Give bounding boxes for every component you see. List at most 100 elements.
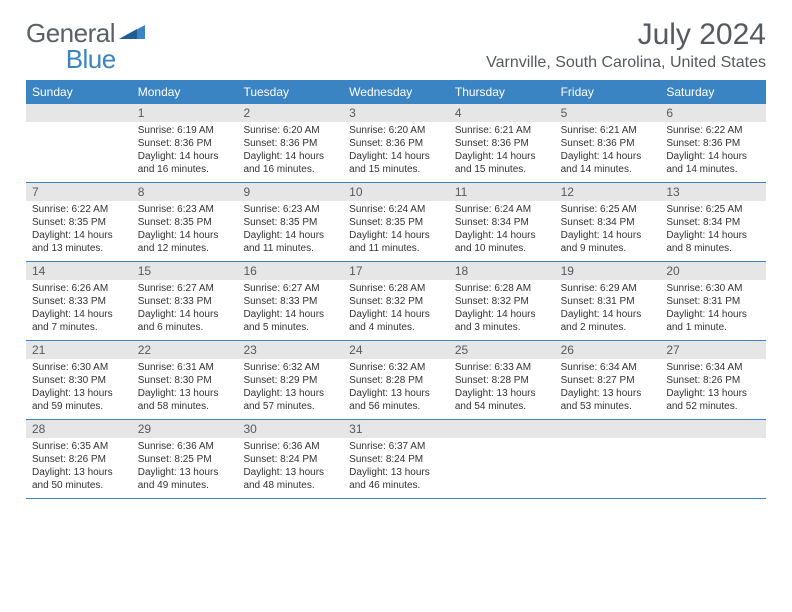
daylight1-text: Daylight: 13 hours: [455, 387, 549, 400]
sunset-text: Sunset: 8:30 PM: [138, 374, 232, 387]
sunrise-text: Sunrise: 6:21 AM: [561, 124, 655, 137]
day-number: 25: [449, 341, 555, 359]
daylight2-text: and 16 minutes.: [243, 163, 337, 176]
sunrise-text: Sunrise: 6:20 AM: [349, 124, 443, 137]
cell-body: Sunrise: 6:20 AMSunset: 8:36 PMDaylight:…: [343, 122, 449, 176]
day-number: 14: [26, 262, 132, 280]
sunrise-text: Sunrise: 6:25 AM: [561, 203, 655, 216]
sunset-text: Sunset: 8:29 PM: [243, 374, 337, 387]
calendar-cell: 2Sunrise: 6:20 AMSunset: 8:36 PMDaylight…: [237, 104, 343, 182]
daylight1-text: Daylight: 13 hours: [561, 387, 655, 400]
day-number: 17: [343, 262, 449, 280]
sunset-text: Sunset: 8:33 PM: [138, 295, 232, 308]
daylight1-text: Daylight: 14 hours: [349, 150, 443, 163]
daylight1-text: Daylight: 13 hours: [138, 387, 232, 400]
sunset-text: Sunset: 8:28 PM: [455, 374, 549, 387]
cell-body: Sunrise: 6:29 AMSunset: 8:31 PMDaylight:…: [555, 280, 661, 334]
cell-body: Sunrise: 6:27 AMSunset: 8:33 PMDaylight:…: [132, 280, 238, 334]
daylight2-text: and 11 minutes.: [349, 242, 443, 255]
day-number: 1: [132, 104, 238, 122]
sunset-text: Sunset: 8:34 PM: [455, 216, 549, 229]
day-number: 7: [26, 183, 132, 201]
calendar-week: 21Sunrise: 6:30 AMSunset: 8:30 PMDayligh…: [26, 341, 766, 420]
cell-body: Sunrise: 6:24 AMSunset: 8:35 PMDaylight:…: [343, 201, 449, 255]
day-header: Sunday: [26, 81, 132, 104]
sunrise-text: Sunrise: 6:22 AM: [32, 203, 126, 216]
day-header: Tuesday: [237, 81, 343, 104]
sunrise-text: Sunrise: 6:32 AM: [243, 361, 337, 374]
weeks-container: 1Sunrise: 6:19 AMSunset: 8:36 PMDaylight…: [26, 104, 766, 499]
daylight2-text: and 8 minutes.: [666, 242, 760, 255]
calendar-cell: [449, 420, 555, 498]
daylight1-text: Daylight: 13 hours: [243, 387, 337, 400]
sunrise-text: Sunrise: 6:33 AM: [455, 361, 549, 374]
calendar-cell: [660, 420, 766, 498]
day-number: 22: [132, 341, 238, 359]
daylight1-text: Daylight: 14 hours: [666, 150, 760, 163]
day-number: 3: [343, 104, 449, 122]
daylight1-text: Daylight: 13 hours: [32, 387, 126, 400]
calendar-cell: 7Sunrise: 6:22 AMSunset: 8:35 PMDaylight…: [26, 183, 132, 261]
daylight2-text: and 5 minutes.: [243, 321, 337, 334]
cell-body: Sunrise: 6:31 AMSunset: 8:30 PMDaylight:…: [132, 359, 238, 413]
sunset-text: Sunset: 8:34 PM: [561, 216, 655, 229]
calendar-cell: 15Sunrise: 6:27 AMSunset: 8:33 PMDayligh…: [132, 262, 238, 340]
cell-body: Sunrise: 6:36 AMSunset: 8:24 PMDaylight:…: [237, 438, 343, 492]
day-number: [26, 104, 132, 122]
cell-body: Sunrise: 6:22 AMSunset: 8:35 PMDaylight:…: [26, 201, 132, 255]
calendar-cell: [26, 104, 132, 182]
day-number: 9: [237, 183, 343, 201]
sunrise-text: Sunrise: 6:30 AM: [32, 361, 126, 374]
calendar-cell: 25Sunrise: 6:33 AMSunset: 8:28 PMDayligh…: [449, 341, 555, 419]
day-number: 30: [237, 420, 343, 438]
day-number: [449, 420, 555, 438]
day-number: [660, 420, 766, 438]
sunrise-text: Sunrise: 6:24 AM: [455, 203, 549, 216]
cell-body: Sunrise: 6:19 AMSunset: 8:36 PMDaylight:…: [132, 122, 238, 176]
sunset-text: Sunset: 8:24 PM: [243, 453, 337, 466]
sunset-text: Sunset: 8:26 PM: [32, 453, 126, 466]
cell-body: Sunrise: 6:25 AMSunset: 8:34 PMDaylight:…: [555, 201, 661, 255]
calendar-page: General July 2024 General Varnville, Sou…: [0, 0, 792, 511]
cell-body: Sunrise: 6:35 AMSunset: 8:26 PMDaylight:…: [26, 438, 132, 492]
cell-body: Sunrise: 6:32 AMSunset: 8:28 PMDaylight:…: [343, 359, 449, 413]
sunrise-text: Sunrise: 6:35 AM: [32, 440, 126, 453]
cell-body: Sunrise: 6:26 AMSunset: 8:33 PMDaylight:…: [26, 280, 132, 334]
calendar-grid: Sunday Monday Tuesday Wednesday Thursday…: [26, 80, 766, 499]
sunset-text: Sunset: 8:36 PM: [455, 137, 549, 150]
sunset-text: Sunset: 8:36 PM: [666, 137, 760, 150]
sunset-text: Sunset: 8:32 PM: [455, 295, 549, 308]
daylight2-text: and 7 minutes.: [32, 321, 126, 334]
day-number: 12: [555, 183, 661, 201]
cell-body: Sunrise: 6:34 AMSunset: 8:26 PMDaylight:…: [660, 359, 766, 413]
day-number: 31: [343, 420, 449, 438]
daylight1-text: Daylight: 14 hours: [32, 308, 126, 321]
calendar-cell: 19Sunrise: 6:29 AMSunset: 8:31 PMDayligh…: [555, 262, 661, 340]
daylight1-text: Daylight: 14 hours: [455, 308, 549, 321]
sunrise-text: Sunrise: 6:34 AM: [561, 361, 655, 374]
day-header: Saturday: [660, 81, 766, 104]
sunset-text: Sunset: 8:36 PM: [243, 137, 337, 150]
day-number: 4: [449, 104, 555, 122]
daylight2-text: and 1 minute.: [666, 321, 760, 334]
logo-triangle-icon: [119, 15, 145, 46]
sunset-text: Sunset: 8:35 PM: [138, 216, 232, 229]
sunrise-text: Sunrise: 6:31 AM: [138, 361, 232, 374]
cell-body: Sunrise: 6:33 AMSunset: 8:28 PMDaylight:…: [449, 359, 555, 413]
sunrise-text: Sunrise: 6:32 AM: [349, 361, 443, 374]
cell-body: Sunrise: 6:34 AMSunset: 8:27 PMDaylight:…: [555, 359, 661, 413]
calendar-cell: 27Sunrise: 6:34 AMSunset: 8:26 PMDayligh…: [660, 341, 766, 419]
daylight2-text: and 14 minutes.: [666, 163, 760, 176]
daylight1-text: Daylight: 14 hours: [138, 229, 232, 242]
cell-body: Sunrise: 6:21 AMSunset: 8:36 PMDaylight:…: [555, 122, 661, 176]
calendar-cell: 21Sunrise: 6:30 AMSunset: 8:30 PMDayligh…: [26, 341, 132, 419]
calendar-week: 28Sunrise: 6:35 AMSunset: 8:26 PMDayligh…: [26, 420, 766, 499]
calendar-cell: 22Sunrise: 6:31 AMSunset: 8:30 PMDayligh…: [132, 341, 238, 419]
daylight1-text: Daylight: 14 hours: [349, 308, 443, 321]
sunset-text: Sunset: 8:32 PM: [349, 295, 443, 308]
day-number: 27: [660, 341, 766, 359]
day-number: 2: [237, 104, 343, 122]
day-number: 29: [132, 420, 238, 438]
header-row: General July 2024: [26, 18, 766, 52]
sunrise-text: Sunrise: 6:26 AM: [32, 282, 126, 295]
